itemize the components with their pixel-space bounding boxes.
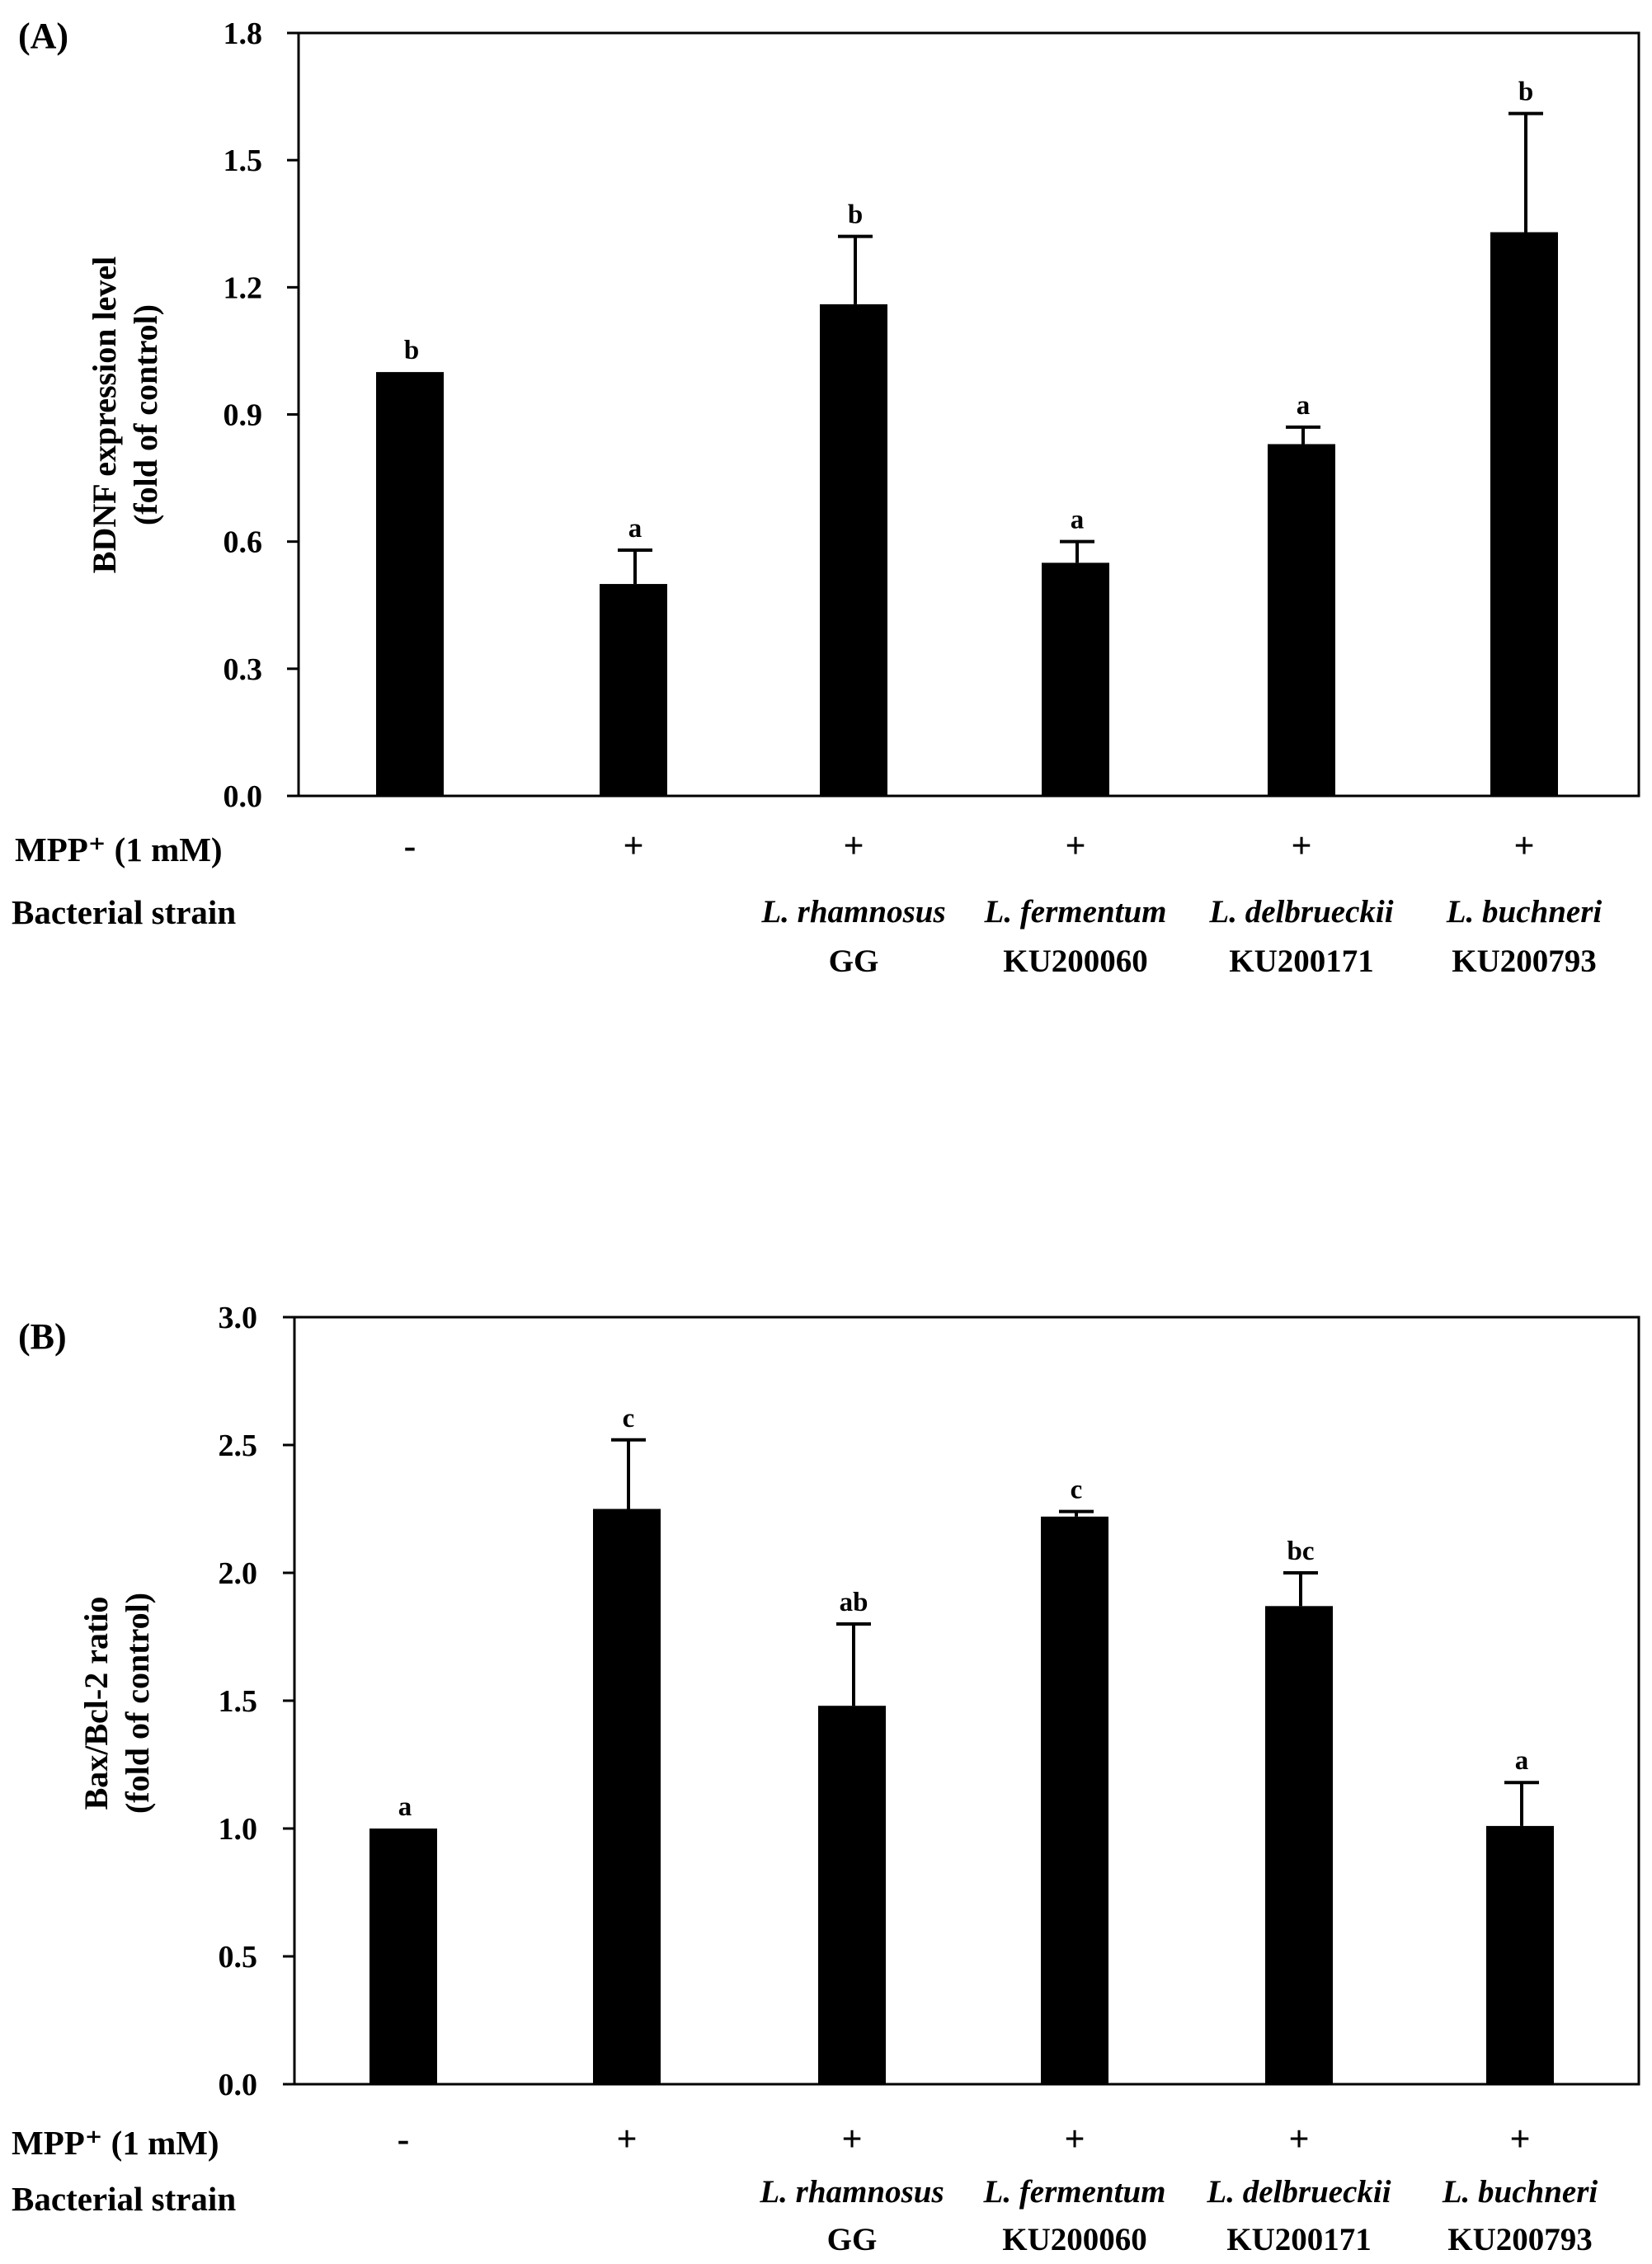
panel-b-mpp-indicator: + — [1509, 2119, 1530, 2159]
panel-b-bar — [1265, 1606, 1333, 2084]
panel-b-strain-name: L. delbrueckii — [1206, 2174, 1391, 2210]
panel-a-ytick-label: 1.2 — [224, 271, 263, 305]
panel-b-significance-label: c — [623, 1404, 635, 1433]
panel-b-bar — [593, 1509, 661, 2084]
panel-a-significance-label: b — [848, 200, 863, 230]
panel-b-plot-frame — [293, 1316, 1640, 2086]
panel-a-bar — [1490, 232, 1558, 796]
panel-a-significance-label: a — [628, 514, 642, 544]
panel-b-chart: (B) a c ab c bc a 0.0 0.5 1.0 1.5 2.0 2.5 3.0 Bax/B… — [12, 1301, 1640, 2257]
panel-b-strain-id: KU200171 — [1226, 2222, 1372, 2257]
panel-a-strain-name: L. fermentum — [984, 894, 1167, 930]
panel-b-strain-row-label: Bacterial strain — [12, 2180, 236, 2218]
panel-a-plot-frame — [297, 31, 1640, 798]
panel-b-significance-label: a — [1515, 1746, 1529, 1776]
panel-b-ylabel-line-1: Bax/Bcl-2 ratio — [78, 1597, 115, 1810]
panel-b-strain-id: KU200060 — [1002, 2222, 1147, 2257]
panel-a-strain-name: L. rhamnosus — [760, 894, 945, 930]
panel-b-ytick-label: 2.5 — [219, 1429, 258, 1463]
panel-a-significance-label: b — [404, 336, 419, 365]
panel-a-ylabel-line-1: BDNF expression level — [86, 257, 123, 573]
panel-a-bar — [600, 584, 667, 796]
panel-b-ytick-label: 1.5 — [219, 1684, 258, 1719]
panel-b-strain-name: L. rhamnosus — [759, 2174, 944, 2210]
panel-a-strain-name: L. delbrueckii — [1208, 894, 1393, 930]
panel-a-mpp-indicator: + — [1513, 826, 1534, 866]
panel-b-significance-label: a — [398, 1792, 412, 1822]
panel-a-significance-label: a — [1071, 506, 1085, 535]
panel-a-mpp-row-label: MPP⁺ (1 mM) — [15, 831, 223, 868]
panel-a-bar — [820, 304, 887, 796]
panel-b-significance-label: bc — [1287, 1537, 1315, 1566]
panel-b-mpp-indicator: + — [1288, 2119, 1309, 2159]
panel-a-strain-id: GG — [829, 944, 879, 979]
panel-b-ylabel-line-2: (fold of control) — [119, 1593, 156, 1814]
panel-a-ytick-label: 1.8 — [224, 16, 263, 51]
panel-b-mpp-indicator: + — [841, 2119, 862, 2159]
panel-a-ytick-label: 0.3 — [224, 652, 263, 687]
panel-a-significance-label: a — [1297, 391, 1311, 421]
panel-a-ylabel-line-2: (fold of control) — [127, 304, 164, 525]
panel-b-mpp-indicator: + — [1064, 2119, 1085, 2159]
panel-a-mpp-indicator: - — [404, 826, 417, 866]
panel-a-bar — [376, 372, 444, 797]
panel-a-strain-row-label: Bacterial strain — [12, 893, 236, 931]
panel-b-strain-name: L. buchneri — [1442, 2174, 1598, 2210]
panel-b-ytick-label: 1.0 — [219, 1812, 258, 1847]
panel-b-strain-id: GG — [827, 2222, 878, 2257]
panel-b-strain-id: KU200793 — [1447, 2222, 1593, 2257]
panel-a-bar — [1268, 444, 1335, 796]
panel-a-bar — [1042, 562, 1109, 796]
panel-b-ytick-label: 0.5 — [219, 1940, 258, 1975]
panel-a-chart: (A) b a b a a b 0.0 0.3 0.6 0.9 1.2 1.5 1.8 BDNF ex… — [12, 16, 1640, 979]
panel-b-strain-name: L. fermentum — [983, 2174, 1166, 2210]
panel-b-ytick-label: 0.0 — [219, 2068, 258, 2102]
panel-b-ytick-label: 2.0 — [219, 1556, 258, 1591]
panel-b-ytick-label: 3.0 — [219, 1301, 258, 1335]
panel-a-strain-id: KU200171 — [1229, 944, 1374, 979]
panel-b-mpp-indicator: - — [398, 2119, 410, 2159]
panel-a-significance-label: b — [1518, 78, 1533, 107]
panel-a-strain-id: KU200793 — [1452, 944, 1597, 979]
panel-a-ytick-label: 0.0 — [224, 779, 263, 814]
panel-b-bar — [1486, 1825, 1554, 2084]
panel-a-mpp-indicator: + — [623, 826, 643, 866]
panel-a-ytick-label: 0.9 — [224, 398, 263, 433]
panel-b-label: (B) — [18, 1316, 67, 1357]
panel-b-mpp-indicator: + — [616, 2119, 637, 2159]
panel-b-mpp-row-label: MPP⁺ (1 mM) — [12, 2124, 219, 2162]
panel-a-ytick-label: 1.5 — [224, 144, 263, 178]
panel-b-bar — [818, 1706, 886, 2084]
panel-b-bar — [1041, 1516, 1108, 2084]
panel-a-mpp-indicator: + — [1291, 826, 1311, 866]
panel-a-ytick-label: 0.6 — [224, 525, 263, 560]
panel-b-significance-label: ab — [840, 1588, 868, 1617]
panel-b-bar — [369, 1829, 437, 2084]
panel-a-strain-name: L. buchneri — [1446, 894, 1603, 930]
panel-a-strain-id: KU200060 — [1003, 944, 1148, 979]
panel-b-significance-label: c — [1071, 1476, 1083, 1505]
panel-a-mpp-indicator: + — [1065, 826, 1085, 866]
panel-a-mpp-indicator: + — [843, 826, 864, 866]
panel-a-label: (A) — [18, 16, 68, 56]
